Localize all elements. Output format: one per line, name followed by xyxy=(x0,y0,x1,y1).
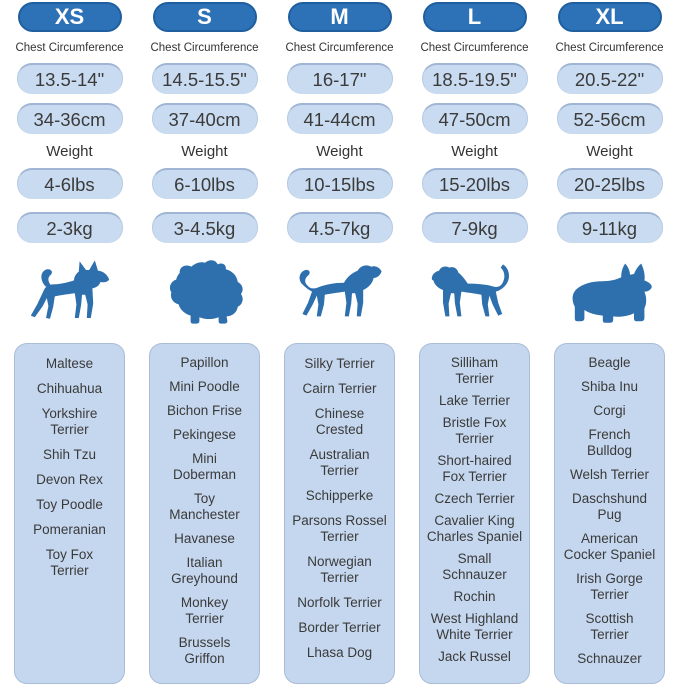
pomeranian-icon xyxy=(157,252,253,335)
size-pill: XS xyxy=(17,2,122,32)
breed-list: Silky Terrier Cairn Terrier Chinese Creste… xyxy=(284,343,395,684)
breed-item: Rochin xyxy=(453,589,496,604)
beagle-icon xyxy=(427,252,523,335)
weight-label: Weight xyxy=(316,143,363,160)
chest-inches-box: 16-17" xyxy=(286,63,393,94)
breed-item: Australian Terrier xyxy=(309,447,370,478)
breed-item: Irish Gorge Terrier xyxy=(576,571,643,602)
breed-item: Parsons Rossel Terrier xyxy=(292,513,387,544)
breed-item: Schnauzer xyxy=(577,651,642,666)
chest-circumference-label: Chest Circumference xyxy=(15,42,124,54)
weight-label: Weight xyxy=(46,143,93,160)
weight-label: Weight xyxy=(586,143,633,160)
breed-item: Pekingese xyxy=(172,427,237,442)
breed-item: Shih Tzu xyxy=(42,447,97,462)
breed-item: Short-haired Fox Terrier xyxy=(437,453,512,484)
size-pill: S xyxy=(152,2,257,32)
size-column-m: M Chest Circumference 16-17" 41-44cm Wei… xyxy=(272,2,407,684)
breed-item: Papillon xyxy=(180,355,229,370)
breed-item: Chinese Crested xyxy=(314,406,365,437)
breed-item: Shiba Inu xyxy=(580,379,639,394)
breed-item: Small Schnauzer xyxy=(442,551,507,582)
weight-kg-box: 9-11kg xyxy=(556,212,663,243)
chest-cm-box: 34-36cm xyxy=(16,103,123,134)
breed-item: Chihuahua xyxy=(36,381,103,396)
breed-item: Toy Poodle xyxy=(36,497,103,512)
size-pill: M xyxy=(287,2,392,32)
breed-item: Welsh Terrier xyxy=(569,467,650,482)
size-column-s: S Chest Circumference 14.5-15.5" 37-40cm… xyxy=(137,2,272,684)
breed-item: Bichon Frise xyxy=(166,403,243,418)
chest-circumference-label: Chest Circumference xyxy=(555,42,664,54)
breed-item: Toy Fox Terrier xyxy=(45,547,94,578)
weight-lbs-box: 20-25lbs xyxy=(556,168,663,199)
chest-inches-box: 14.5-15.5" xyxy=(151,63,258,94)
weight-kg-box: 3-4.5kg xyxy=(151,212,258,243)
chest-inches-box: 20.5-22" xyxy=(556,63,663,94)
breed-item: Lake Terrier xyxy=(438,393,511,408)
size-pill: XL xyxy=(557,2,662,32)
breed-item: Maltese xyxy=(45,356,94,371)
breed-item: Toy Manchester xyxy=(169,491,240,522)
breed-item: Mini Doberman xyxy=(172,451,237,482)
breed-item: French Bulldog xyxy=(586,427,633,458)
breed-item: Schipperke xyxy=(305,488,374,503)
breed-item: Corgi xyxy=(593,403,626,418)
breed-item: Havanese xyxy=(174,531,235,546)
chest-circumference-label: Chest Circumference xyxy=(150,42,259,54)
breed-item: Silky Terrier xyxy=(304,356,375,371)
weight-label: Weight xyxy=(451,143,498,160)
breed-item: Scottish Terrier xyxy=(585,611,634,642)
breed-item: Pomeranian xyxy=(33,522,106,537)
breed-item: Yorkshire Terrier xyxy=(41,406,98,437)
breed-item: Lhasa Dog xyxy=(306,645,373,660)
terrier-icon xyxy=(292,252,388,335)
weight-kg-box: 2-3kg xyxy=(16,212,123,243)
breed-item: American Cocker Spaniel xyxy=(563,531,656,562)
weight-lbs-box: 15-20lbs xyxy=(421,168,528,199)
breed-item: Daschshund Pug xyxy=(571,491,648,522)
breed-item: Beagle xyxy=(588,355,631,370)
chihuahua-icon xyxy=(22,252,118,335)
breed-item: Mini Poodle xyxy=(169,379,240,394)
breed-list: Silliham Terrier Lake Terrier Bristle Fox … xyxy=(419,343,530,684)
breed-item: Silliham Terrier xyxy=(450,355,499,386)
weight-lbs-box: 4-6lbs xyxy=(16,168,123,199)
breed-list: Beagle Shiba Inu Corgi French Bulldog Welsh … xyxy=(554,343,665,684)
breed-item: Monkey Terrier xyxy=(180,595,229,626)
breed-item: Norwegian Terrier xyxy=(307,554,372,585)
chest-cm-box: 37-40cm xyxy=(151,103,258,134)
breed-item: West Highland White Terrier xyxy=(430,611,519,642)
size-pill: L xyxy=(422,2,527,32)
breed-item: Devon Rex xyxy=(36,472,103,487)
size-column-xl: XL Chest Circumference 20.5-22" 52-56cm … xyxy=(542,2,677,684)
chest-circumference-label: Chest Circumference xyxy=(420,42,529,54)
corgi-icon xyxy=(562,252,658,335)
chest-cm-box: 52-56cm xyxy=(556,103,663,134)
breed-item: Czech Terrier xyxy=(434,491,515,506)
weight-lbs-box: 10-15lbs xyxy=(286,168,393,199)
size-column-l: L Chest Circumference 18.5-19.5" 47-50cm… xyxy=(407,2,542,684)
chest-inches-box: 13.5-14" xyxy=(16,63,123,94)
breed-list: Maltese Chihuahua Yorkshire Terrier Shih Tz… xyxy=(14,343,125,684)
chest-cm-box: 47-50cm xyxy=(421,103,528,134)
weight-lbs-box: 6-10lbs xyxy=(151,168,258,199)
breed-item: Cavalier King Charles Spaniel xyxy=(426,513,523,544)
chest-circumference-label: Chest Circumference xyxy=(285,42,394,54)
size-column-xs: XS Chest Circumference 13.5-14" 34-36cm … xyxy=(2,2,137,684)
breed-item: Italian Greyhound xyxy=(171,555,238,586)
breed-item: Brussels Griffon xyxy=(178,635,231,666)
chest-inches-box: 18.5-19.5" xyxy=(421,63,528,94)
breed-item: Border Terrier xyxy=(298,620,381,635)
breed-list: Papillon Mini Poodle Bichon Frise Pekingese… xyxy=(149,343,260,684)
breed-item: Cairn Terrier xyxy=(302,381,377,396)
breed-item: Jack Russel xyxy=(438,649,511,664)
weight-kg-box: 4.5-7kg xyxy=(286,212,393,243)
chest-cm-box: 41-44cm xyxy=(286,103,393,134)
weight-kg-box: 7-9kg xyxy=(421,212,528,243)
breed-item: Bristle Fox Terrier xyxy=(442,415,507,446)
weight-label: Weight xyxy=(181,143,228,160)
breed-item: Norfolk Terrier xyxy=(297,595,382,610)
